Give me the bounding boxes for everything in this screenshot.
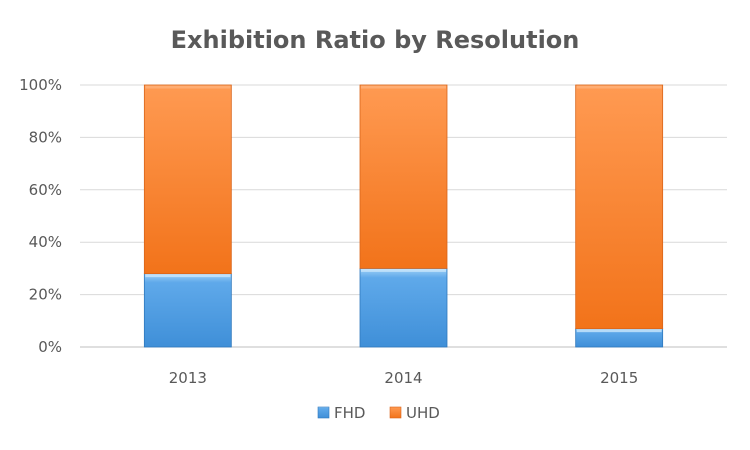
bar-uhd-2015 (575, 84, 664, 330)
bar-bevel (361, 85, 446, 89)
bar-fhd-2014 (359, 267, 448, 348)
y-tick-label: 60% (29, 181, 62, 199)
legend-label-uhd: UHD (406, 404, 440, 422)
y-tick-label: 0% (38, 338, 62, 356)
bar-fhd-2013 (143, 273, 232, 348)
legend-label-fhd: FHD (334, 404, 365, 422)
bar-bevel (361, 268, 446, 272)
legend-swatch-uhd (389, 406, 402, 419)
legend-swatch-fhd (317, 406, 330, 419)
bars (143, 84, 664, 348)
y-tick-label: 40% (29, 233, 62, 251)
bar-uhd-2013 (143, 84, 232, 275)
x-tick-label: 2014 (384, 369, 422, 387)
bar-bevel (145, 85, 231, 89)
y-tick-label: 80% (29, 128, 62, 146)
y-axis-ticks: 0% 20% 40% 60% 80% 100% (19, 76, 62, 356)
x-tick-label: 2015 (600, 369, 638, 387)
y-tick-label: 20% (29, 286, 62, 304)
x-tick-label: 2013 (169, 369, 207, 387)
chart-title: Exhibition Ratio by Resolution (171, 26, 580, 54)
x-axis-ticks: 2013 2014 2015 (169, 369, 639, 387)
bar-bevel (576, 329, 662, 333)
legend: FHD UHD (317, 404, 440, 422)
bar-uhd-2014 (359, 84, 448, 269)
bar-bevel (145, 274, 231, 278)
y-tick-label: 100% (19, 76, 62, 94)
bar-bevel (576, 85, 662, 89)
